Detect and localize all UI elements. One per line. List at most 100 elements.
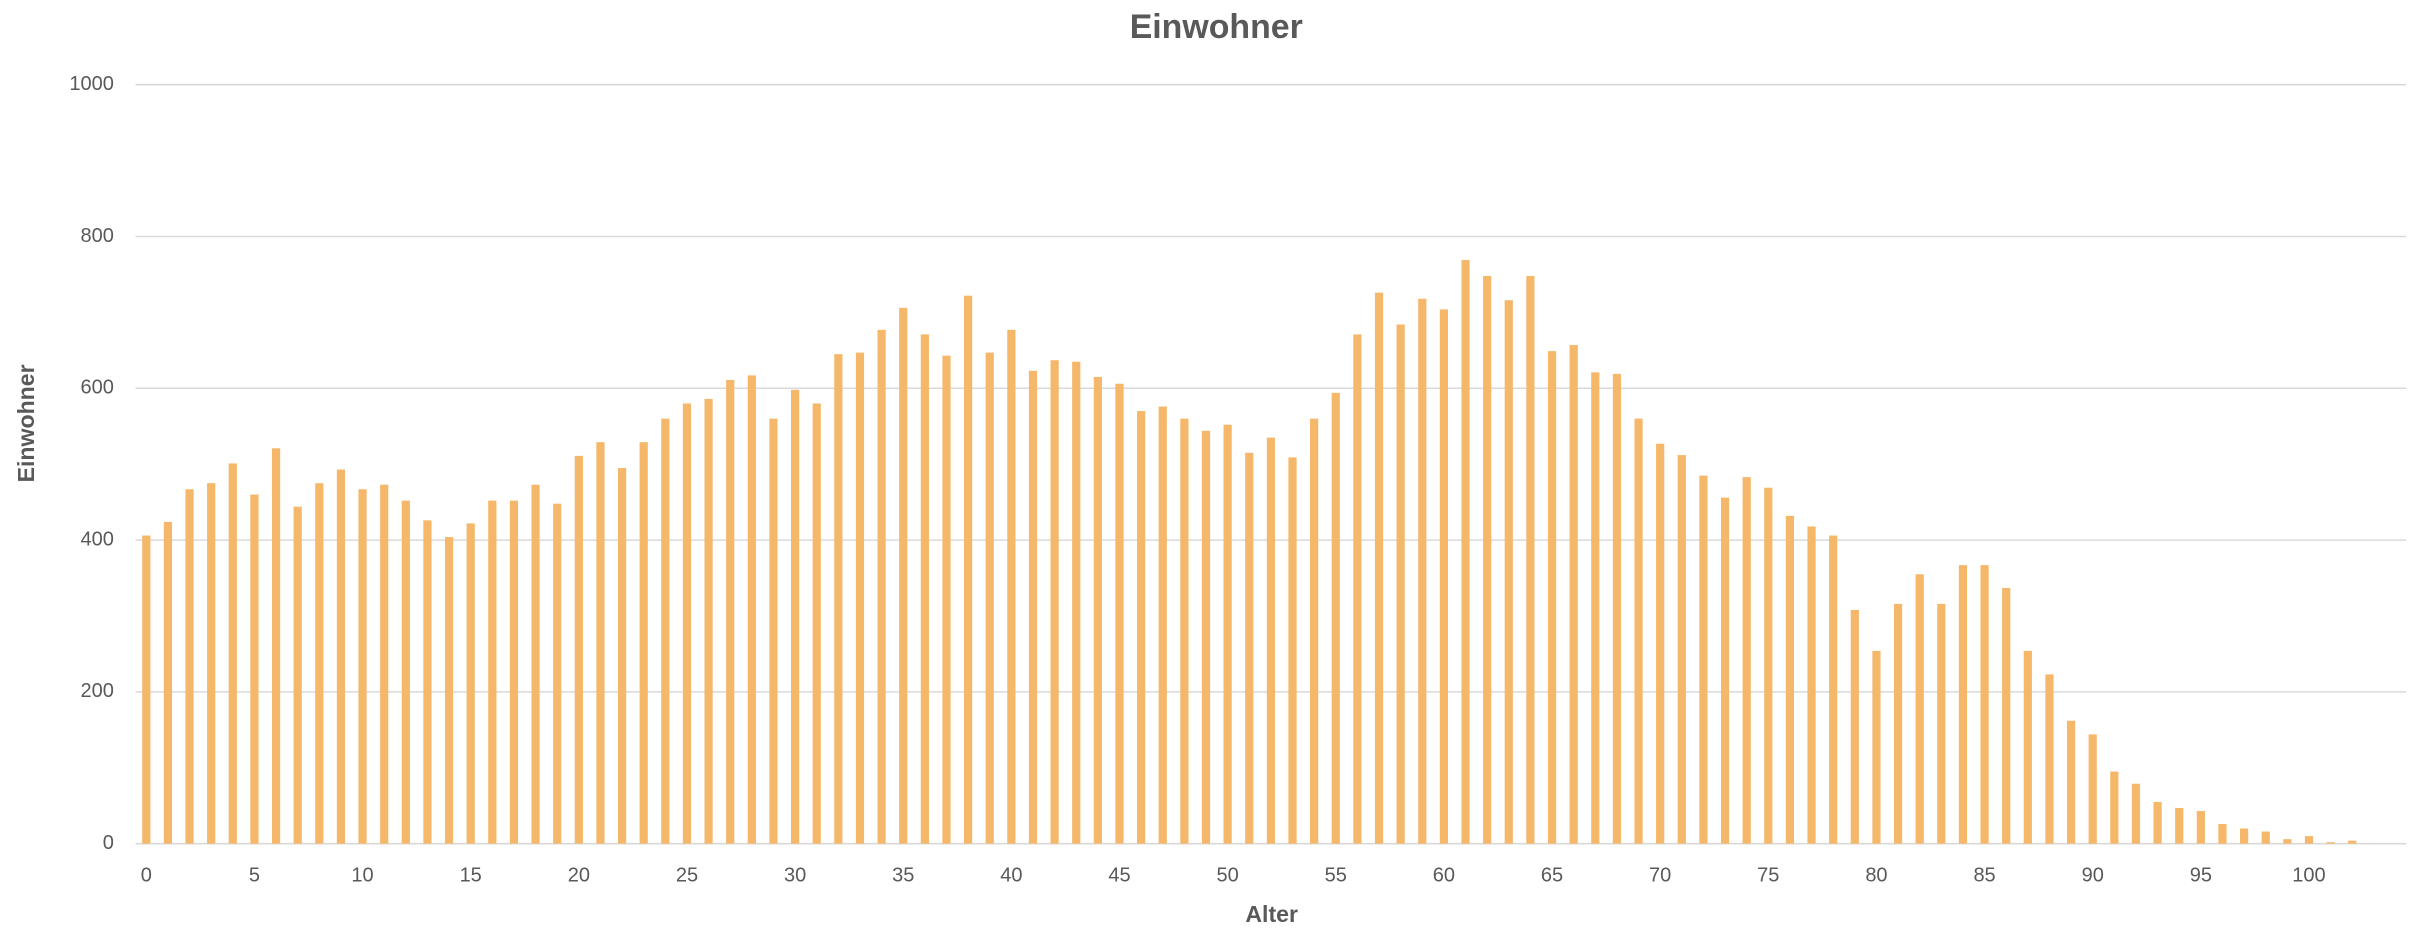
bar [1439, 309, 1449, 844]
x-tick-label: 80 [1865, 864, 1887, 886]
bar [1526, 275, 1535, 844]
bar [163, 521, 173, 844]
bar [899, 307, 908, 844]
bar [1201, 430, 1211, 844]
x-tick-label: 60 [1433, 864, 1455, 886]
bar [336, 469, 346, 844]
bar [1677, 455, 1686, 844]
bar [2304, 836, 2314, 844]
bar [2196, 811, 2205, 844]
bar [423, 520, 432, 844]
bar [1720, 497, 1730, 844]
bar [726, 379, 735, 844]
bar [1547, 351, 1557, 844]
bar [747, 375, 756, 844]
bar [1807, 526, 1816, 844]
bar [834, 354, 843, 844]
bar [1893, 603, 1903, 844]
x-tick-label: 15 [460, 864, 482, 886]
bar [1418, 298, 1427, 844]
bar [2110, 771, 2119, 844]
bar [1310, 418, 1319, 844]
bar [1072, 361, 1081, 844]
bar [1591, 372, 1600, 844]
bar [1569, 345, 1578, 844]
x-tick-label: 0 [141, 864, 152, 886]
bar [2326, 842, 2335, 844]
x-tick-label: 5 [249, 864, 260, 886]
bar [228, 463, 237, 844]
x-tick-label: 25 [676, 864, 698, 886]
bar [985, 352, 994, 844]
bar [1980, 565, 1989, 844]
bar [1461, 260, 1470, 844]
x-axis-label: Alter [1245, 901, 1298, 927]
bar [315, 483, 324, 844]
bar [1180, 418, 1189, 844]
y-tick-label: 1000 [69, 73, 114, 95]
bar [1028, 370, 1038, 844]
bar [1504, 300, 1513, 844]
bar [1742, 477, 1751, 844]
bar [2175, 808, 2184, 844]
y-tick-label: 600 [81, 377, 114, 399]
bar [2261, 831, 2270, 844]
bar [964, 295, 973, 844]
bar [942, 355, 951, 844]
y-tick-label: 800 [81, 225, 114, 247]
bar [2023, 650, 2032, 844]
bar [1266, 437, 1275, 844]
bar [1007, 329, 1016, 844]
bar [1050, 360, 1059, 844]
bar [2283, 839, 2292, 844]
x-tick-label: 75 [1757, 864, 1779, 886]
bar [2131, 783, 2141, 844]
y-tick-label: 400 [81, 528, 114, 550]
bar [596, 442, 605, 844]
bar [1245, 452, 1254, 844]
bar [877, 329, 886, 844]
bar [1331, 392, 1340, 844]
x-tick-label: 70 [1649, 864, 1671, 886]
chart-title: Einwohner [1130, 8, 1303, 46]
x-tick-label: 35 [892, 864, 914, 886]
bar [1115, 383, 1124, 844]
bar [1093, 376, 1102, 844]
bar [855, 352, 865, 844]
bar [769, 418, 778, 844]
bar [2153, 801, 2162, 844]
y-tick-label: 200 [81, 680, 114, 702]
x-tick-label: 65 [1541, 864, 1563, 886]
bar [531, 484, 540, 844]
bar [271, 448, 281, 844]
bar [1288, 457, 1297, 844]
bar [1223, 424, 1232, 844]
x-tick-label: 40 [1000, 864, 1022, 886]
bar [2002, 587, 2011, 844]
y-axis-label: Einwohner [13, 364, 39, 482]
bar [682, 403, 692, 844]
bar [488, 500, 497, 844]
bar [1374, 292, 1384, 844]
bar [1353, 334, 1362, 844]
bar [1612, 373, 1622, 844]
bar [1829, 535, 1838, 844]
bar [2218, 823, 2227, 844]
x-tick-label: 95 [2190, 864, 2212, 886]
bar [1158, 406, 1167, 844]
x-tick-label: 20 [568, 864, 590, 886]
bar [661, 418, 670, 844]
bar [1656, 443, 1665, 844]
bar [401, 500, 410, 844]
bar [1958, 565, 1968, 844]
bar [207, 483, 216, 844]
bar [1915, 574, 1924, 844]
bar [1872, 650, 1881, 844]
bar [1137, 411, 1146, 844]
bar [1937, 603, 1946, 844]
x-tick-label: 100 [2292, 864, 2325, 886]
bar [2239, 828, 2249, 844]
bar [1396, 324, 1405, 844]
